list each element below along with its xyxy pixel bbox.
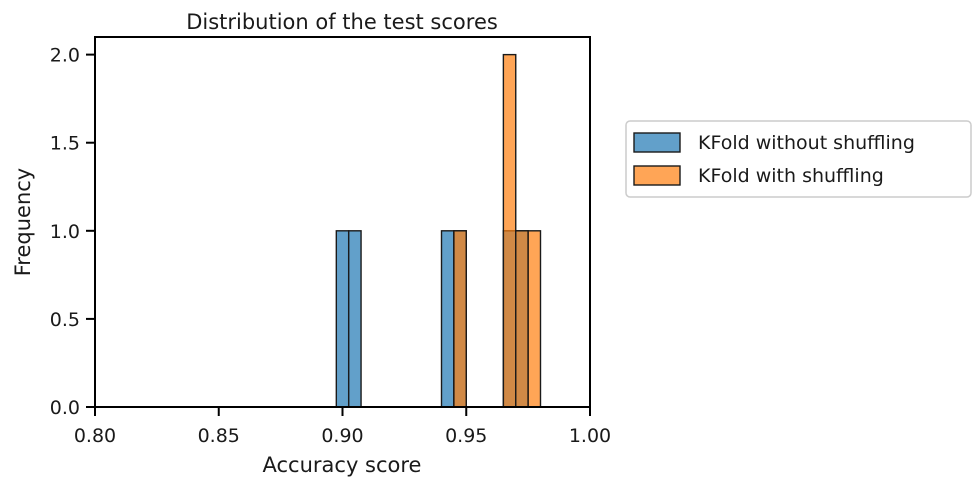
y-tick-label: 1.5 <box>50 133 80 155</box>
bar-series1-bin0 <box>453 230 467 408</box>
bar-series0-bin0 <box>335 230 350 408</box>
legend-swatch-1 <box>633 165 681 186</box>
y-axis-label: Frequency <box>11 168 35 277</box>
legend-swatch-0 <box>633 132 681 153</box>
legend-label-1: KFold with shuffling <box>698 165 884 187</box>
legend: KFold without shuffling KFold with shuffl… <box>625 120 972 198</box>
legend-frame <box>625 120 972 198</box>
x-ticks: 0.80 0.85 0.90 0.95 1.00 <box>74 407 611 447</box>
x-axis-label: Accuracy score <box>263 453 422 477</box>
legend-label-0: KFold without shuffling <box>698 132 915 154</box>
bar-series0-bin2 <box>440 230 455 408</box>
x-tick-label: 0.90 <box>321 425 363 447</box>
y-tick-label: 0.0 <box>50 397 80 419</box>
y-tick-label: 2.0 <box>50 45 80 67</box>
bar-series0-bin1 <box>347 230 362 408</box>
x-tick-label: 0.95 <box>445 425 487 447</box>
bars-layer <box>335 53 542 408</box>
x-tick-label: 0.80 <box>74 425 116 447</box>
y-ticks: 0.0 0.5 1.0 1.5 2.0 <box>50 45 95 419</box>
y-tick-label: 0.5 <box>50 309 80 331</box>
bar-series1-bin1 <box>502 53 517 408</box>
x-tick-label: 0.85 <box>198 425 240 447</box>
x-tick-label: 1.00 <box>569 425 611 447</box>
y-tick-label: 1.0 <box>50 221 80 243</box>
bar-series1-bin2 <box>515 230 529 408</box>
chart-title: Distribution of the test scores <box>186 10 498 34</box>
bar-series1-bin3 <box>527 230 542 408</box>
